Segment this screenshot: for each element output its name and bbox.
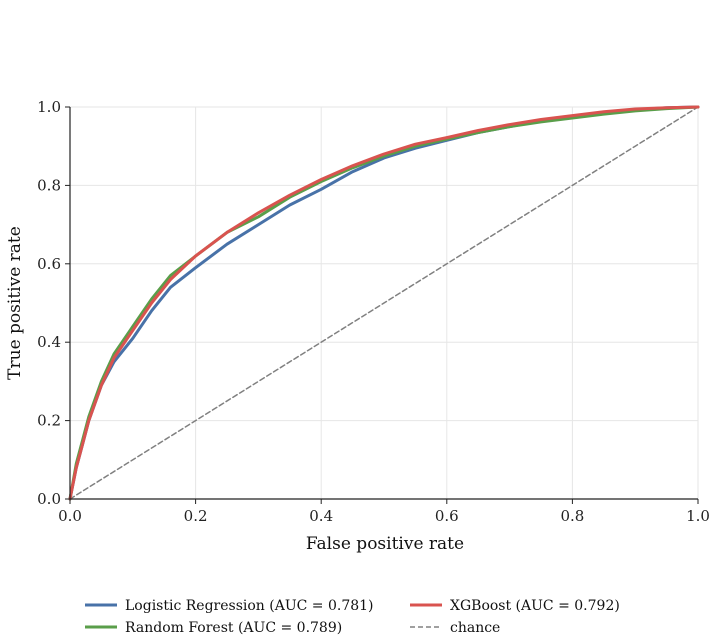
y-tick-label: 0.4 xyxy=(37,333,61,351)
x-tick-label: 0.0 xyxy=(58,507,82,525)
x-tick-label: 0.8 xyxy=(560,507,584,525)
x-tick-label: 0.4 xyxy=(309,507,333,525)
legend-label-1: Random Forest (AUC = 0.789) xyxy=(125,620,342,636)
y-tick-label: 0.8 xyxy=(37,176,61,194)
axes xyxy=(69,107,698,500)
legend-label-0: Logistic Regression (AUC = 0.781) xyxy=(125,598,374,614)
y-tick-label: 1.0 xyxy=(37,98,61,116)
legend-label-3: chance xyxy=(450,620,500,636)
x-tick-label: 0.6 xyxy=(435,507,459,525)
legend: Logistic Regression (AUC = 0.781) XGBoost… xyxy=(85,598,620,636)
legend-label-2: XGBoost (AUC = 0.792) xyxy=(450,598,620,614)
y-tick-label: 0.6 xyxy=(37,255,61,273)
series-line-2 xyxy=(68,105,700,501)
y-axis-label: True positive rate xyxy=(5,226,25,380)
x-tick-label: 0.2 xyxy=(184,507,208,525)
y-tick-label: 0.2 xyxy=(37,412,61,430)
y-tick-label: 0.0 xyxy=(37,490,61,508)
series-line-3 xyxy=(69,106,699,500)
series-layer xyxy=(68,105,700,501)
ticks: 0.0 0.2 0.4 0.6 0.8 1.0 0.0 0.2 0.4 0.6 0.8 1.0 xyxy=(37,98,710,525)
x-tick-label: 1.0 xyxy=(686,507,710,525)
x-axis-label: False positive rate xyxy=(306,534,464,554)
series-line-1 xyxy=(68,105,700,501)
